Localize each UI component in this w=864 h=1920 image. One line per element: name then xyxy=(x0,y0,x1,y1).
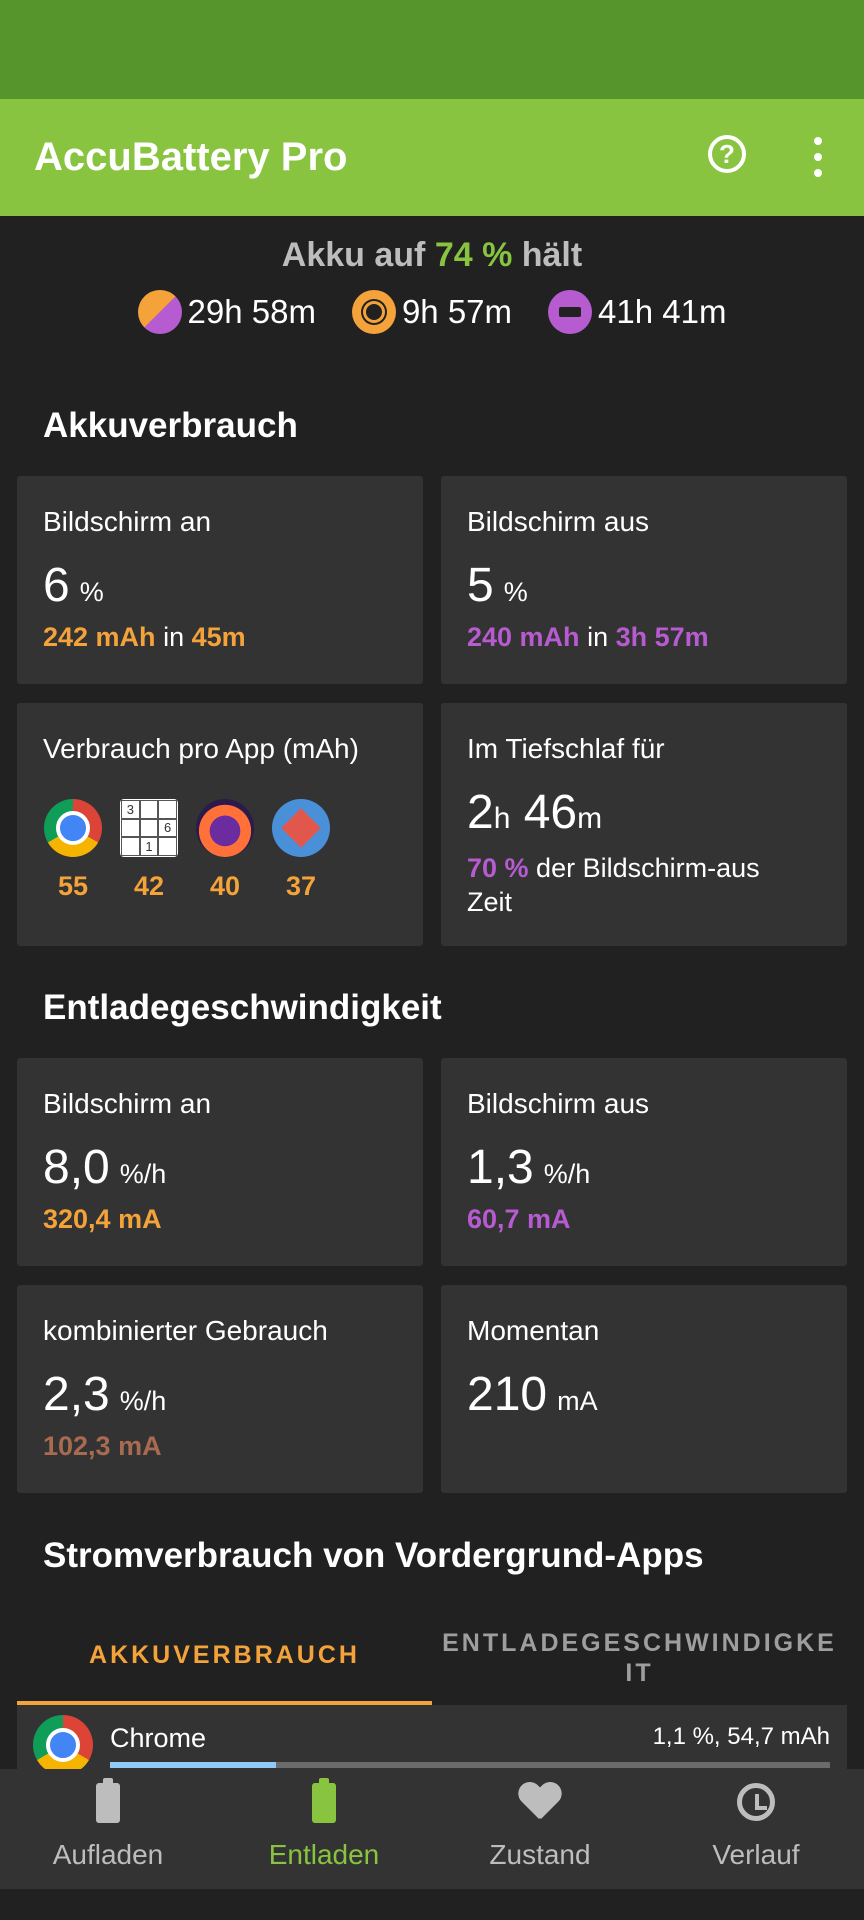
foreground-app-name: Chrome xyxy=(110,1723,207,1753)
app-usage-value: 42 xyxy=(133,871,165,901)
help-icon[interactable]: ? xyxy=(708,135,746,173)
nav-item-zustand[interactable]: Zustand xyxy=(432,1769,648,1889)
foreground-tabs: AKKUVERBRAUCH ENTLADEGESCHWINDIGKE IT xyxy=(17,1610,847,1705)
foreground-app-bar-fill xyxy=(110,1762,276,1768)
combined-usage-icon xyxy=(137,290,182,334)
app-usage-value: 37 xyxy=(285,871,317,901)
foreground-app-row[interactable]: Chrome 1,1 %, 54,7 mAh xyxy=(17,1705,847,1769)
nav-item-entladen[interactable]: Entladen xyxy=(216,1769,432,1889)
card-discharge-screen-on[interactable]: Bildschirm an 8,0 %/h 320,4 mA xyxy=(17,1058,423,1266)
card-label: Bildschirm aus xyxy=(467,1088,650,1119)
battery-hold-summary: Akku auf 74 % hält xyxy=(0,236,864,275)
card-discharge-momentary[interactable]: Momentan 210 mA xyxy=(441,1285,847,1493)
app-usage-value: 40 xyxy=(209,871,241,901)
card-value: 210 mA xyxy=(467,1368,598,1421)
heart-icon xyxy=(518,1783,562,1823)
settings-app-icon xyxy=(272,799,330,857)
system-gesture-bar xyxy=(0,1889,864,1920)
card-sub: 242 mAh in 45m xyxy=(43,622,246,652)
tab-akkuverbrauch[interactable]: AKKUVERBRAUCH xyxy=(17,1610,432,1705)
combined-time: 29h 58m xyxy=(137,290,316,334)
card-label: Verbrauch pro App (mAh) xyxy=(43,733,359,764)
card-value: 1,3 %/h xyxy=(467,1141,591,1194)
card-value: 2,3 %/h xyxy=(43,1368,167,1421)
screen-off-time-value: 41h 41m xyxy=(598,293,727,330)
section-title-usage: Akkuverbrauch xyxy=(43,406,298,445)
app-usage-settings[interactable]: 37 xyxy=(271,799,331,902)
card-usage-screen-on[interactable]: Bildschirm an 6% 242 mAh in 45m xyxy=(17,476,423,684)
card-label: Bildschirm an xyxy=(43,506,212,537)
card-sub: 240 mAh in 3h 57m xyxy=(467,622,709,652)
more-vert-icon[interactable] xyxy=(806,137,830,177)
card-value: 6% xyxy=(43,559,104,612)
card-discharge-screen-off[interactable]: Bildschirm aus 1,3 %/h 60,7 mA xyxy=(441,1058,847,1266)
app-usage-chrome[interactable]: 55 xyxy=(43,799,103,902)
card-sub: 320,4 mA xyxy=(43,1204,162,1234)
history-icon xyxy=(737,1783,775,1821)
sun-icon xyxy=(351,290,396,334)
card-value: 5% xyxy=(467,559,528,612)
card-discharge-combined[interactable]: kombinierter Gebrauch 2,3 %/h 102,3 mA xyxy=(17,1285,423,1493)
card-deep-sleep[interactable]: Im Tiefschlaf für 2h 46m 70 % der Bildsc… xyxy=(441,703,847,946)
section-title-foreground: Stromverbrauch von Vordergrund-Apps xyxy=(43,1536,704,1575)
status-bar xyxy=(0,0,864,99)
foreground-app-value: 1,1 %, 54,7 mAh xyxy=(652,1723,830,1750)
nav-item-verlauf[interactable]: Verlauf xyxy=(648,1769,864,1889)
deep-sleep-duration: 2h 46m xyxy=(467,786,603,839)
nav-item-aufladen[interactable]: Aufladen xyxy=(0,1769,216,1889)
nav-label: Entladen xyxy=(268,1839,380,1870)
hold-percent: 74 % xyxy=(434,236,513,274)
nav-label: Verlauf xyxy=(712,1839,800,1870)
card-label: Im Tiefschlaf für xyxy=(467,733,665,764)
firefox-icon xyxy=(196,799,254,857)
estimated-times: 29h 58m 9h 57m 41h 41m xyxy=(0,290,864,334)
card-label: Bildschirm an xyxy=(43,1088,212,1119)
foreground-app-bar xyxy=(110,1762,830,1768)
card-label: kombinierter Gebrauch xyxy=(43,1315,328,1346)
hold-suffix: hält xyxy=(512,236,583,274)
combined-time-value: 29h 58m xyxy=(187,293,316,330)
tab-entladegeschwindigkeit[interactable]: ENTLADEGESCHWINDIGKE IT xyxy=(442,1628,837,1687)
app-usage-value: 55 xyxy=(57,871,89,901)
section-title-discharge: Entladegeschwindigkeit xyxy=(43,988,442,1027)
card-sub: 102,3 mA xyxy=(43,1431,162,1461)
app-usage-firefox[interactable]: 40 xyxy=(195,799,255,902)
nav-label: Zustand xyxy=(489,1839,591,1870)
bottom-navigation: Aufladen Entladen Zustand Verlauf xyxy=(0,1769,864,1889)
card-sub: 60,7 mA xyxy=(467,1204,571,1234)
hold-prefix: Akku auf xyxy=(281,236,435,274)
app-bar: AccuBattery Pro ? xyxy=(0,99,864,216)
deep-sleep-share: 70 % der Bildschirm-aus Zeit xyxy=(467,853,760,917)
card-usage-screen-off[interactable]: Bildschirm aus 5% 240 mAh in 3h 57m xyxy=(441,476,847,684)
card-value: 8,0 %/h xyxy=(43,1141,167,1194)
screen-on-time-value: 9h 57m xyxy=(401,293,513,330)
card-label: Momentan xyxy=(467,1315,600,1346)
nav-label: Aufladen xyxy=(52,1839,164,1870)
battery-icon xyxy=(312,1778,336,1823)
sleep-icon xyxy=(548,290,593,334)
app-title: AccuBattery Pro xyxy=(34,135,348,179)
screen-on-time: 9h 57m xyxy=(351,290,513,334)
battery-charging-icon xyxy=(96,1778,120,1823)
chrome-icon xyxy=(33,1715,93,1769)
chrome-icon xyxy=(44,799,102,857)
screen-off-time: 41h 41m xyxy=(548,290,726,334)
card-label: Bildschirm aus xyxy=(467,506,650,537)
